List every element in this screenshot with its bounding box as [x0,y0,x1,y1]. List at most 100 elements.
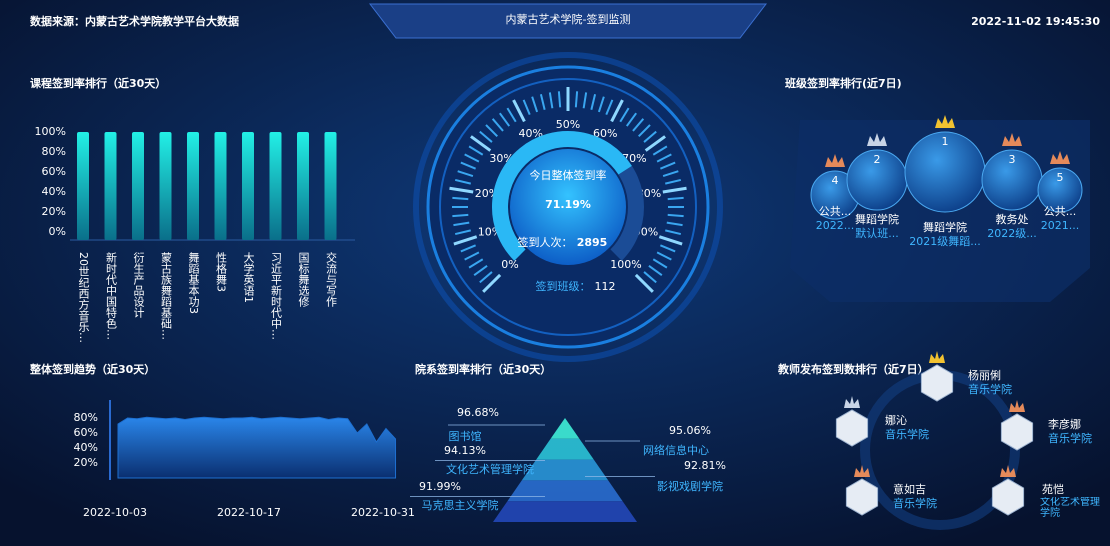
gauge-tick-label: 40% [519,127,543,140]
x-tick-label: 2022-10-31 [351,506,415,519]
pyramid-layer [536,438,594,460]
teacher-dept: 音乐学院 [1048,431,1092,445]
gauge-minor-tick [666,221,683,227]
crown [854,465,870,477]
gauge-minor-tick [460,161,476,170]
y-tick-label: 0% [49,225,66,238]
x-tick-label: 习近平新时代中… [270,252,283,340]
crown [1050,151,1070,164]
gauge-tick-label: 60% [593,127,617,140]
x-tick-label: 2022-10-03 [83,506,147,519]
gauge-classes: 112 [595,280,616,293]
section-title: 教师发布签到数排行（近7日） [777,362,929,376]
pyramid-layer [493,501,637,522]
rank-number: 1 [942,135,949,148]
gauge-tick [658,235,683,246]
gauge-minor-tick [648,264,663,276]
dept-value: 96.68% [457,406,499,419]
rank-class: 2022... [816,219,854,232]
gauge-minor-tick [506,107,517,123]
gauge-minor-tick [452,213,469,218]
gauge-minor-tick [660,161,676,170]
rank-class: 2022级... [987,227,1036,240]
title-banner [368,3,768,39]
gauge-ring [439,78,697,336]
gauge-minor-tick [667,196,684,201]
gauge-tick [662,186,687,194]
avatar-hex [991,478,1025,516]
avatar-hex [845,478,879,516]
gauge-minor-tick [454,229,471,236]
gauge-minor-tick [468,258,484,269]
y-tick-label: 100% [35,125,66,138]
trend-area [117,416,397,479]
avatar-hex [835,409,869,447]
gauge-minor-tick [652,145,668,156]
teacher-dept: 音乐学院 [893,496,937,510]
x-tick-label: 国标舞选修 [297,252,310,308]
x-tick-label: 衍生产品设计 [132,251,145,319]
rank-org: 舞蹈学院 [923,220,967,234]
teacher-name: 李彦娜 [1048,417,1081,431]
x-tick-label: 20世纪西方音乐… [77,252,90,343]
gauge-minor-tick [574,91,579,108]
gauge-minor-tick [557,91,562,108]
gauge-minor-tick [656,153,672,163]
dept-value: 94.13% [444,444,486,457]
teacher-dept: 音乐学院 [885,427,929,441]
gauge-minor-tick [643,130,657,143]
dept-name: 马克思主义学院 [422,498,499,512]
gauge-minor-tick [662,170,679,178]
rank-number: 5 [1057,171,1064,184]
gauge-ring [413,52,723,362]
gauge-tick [482,273,502,293]
crown [867,133,887,146]
rank-org: 公共... [819,205,852,218]
gauge-minor-tick [625,112,637,127]
gauge-minor-tick [531,96,539,113]
teacher-name: 苑恺 [1042,482,1064,496]
rank-class: 2021级舞蹈... [909,235,980,248]
avatar-hex [1000,413,1034,451]
gauge-minor-tick [605,99,614,115]
gauge-minor-tick [665,178,682,185]
gauge-tick [610,99,624,123]
bar [132,132,144,240]
gauge-title: 今日整体签到率 [530,168,607,182]
x-tick-label: 2022-10-17 [217,506,281,519]
rank-number: 3 [1009,153,1016,166]
gauge-minor-tick [590,93,597,110]
bar [77,132,89,240]
gauge-minor-tick [652,258,668,269]
bar [104,132,117,240]
gauge-minor-tick [632,118,645,132]
dept-value: 91.99% [419,480,461,493]
teacher-dept: 音乐学院 [968,382,1012,396]
gauge-tick [453,235,478,246]
gauge-minor-tick [452,196,469,201]
pyramid-layer [521,459,609,481]
y-tick-label: 40% [42,185,66,198]
bar [187,132,199,240]
x-tick-label: 大学英语1 [242,251,255,303]
crown [844,396,860,408]
gauge-core [510,149,626,265]
bar [324,132,337,240]
bar [242,132,254,240]
gauge-minor-tick [479,130,493,143]
y-tick-label: 60% [74,426,98,439]
gauge-minor-tick [539,93,546,110]
gauge-tick [449,186,474,194]
rank-number: 4 [832,174,839,187]
dept-name: 影视戏剧学院 [657,479,723,493]
x-tick-label: 性格舞3 [215,251,228,292]
x-tick-label: 舞蹈基本功3 [187,252,200,314]
y-tick-label: 80% [74,411,98,424]
pyramid-layer [507,480,623,502]
gauge-tick-label: 100% [610,258,641,271]
gauge-minor-tick [597,96,605,113]
y-tick-label: 20% [42,205,66,218]
dept-name: 网络信息中心 [643,443,709,457]
gauge-minor-tick [665,229,682,236]
